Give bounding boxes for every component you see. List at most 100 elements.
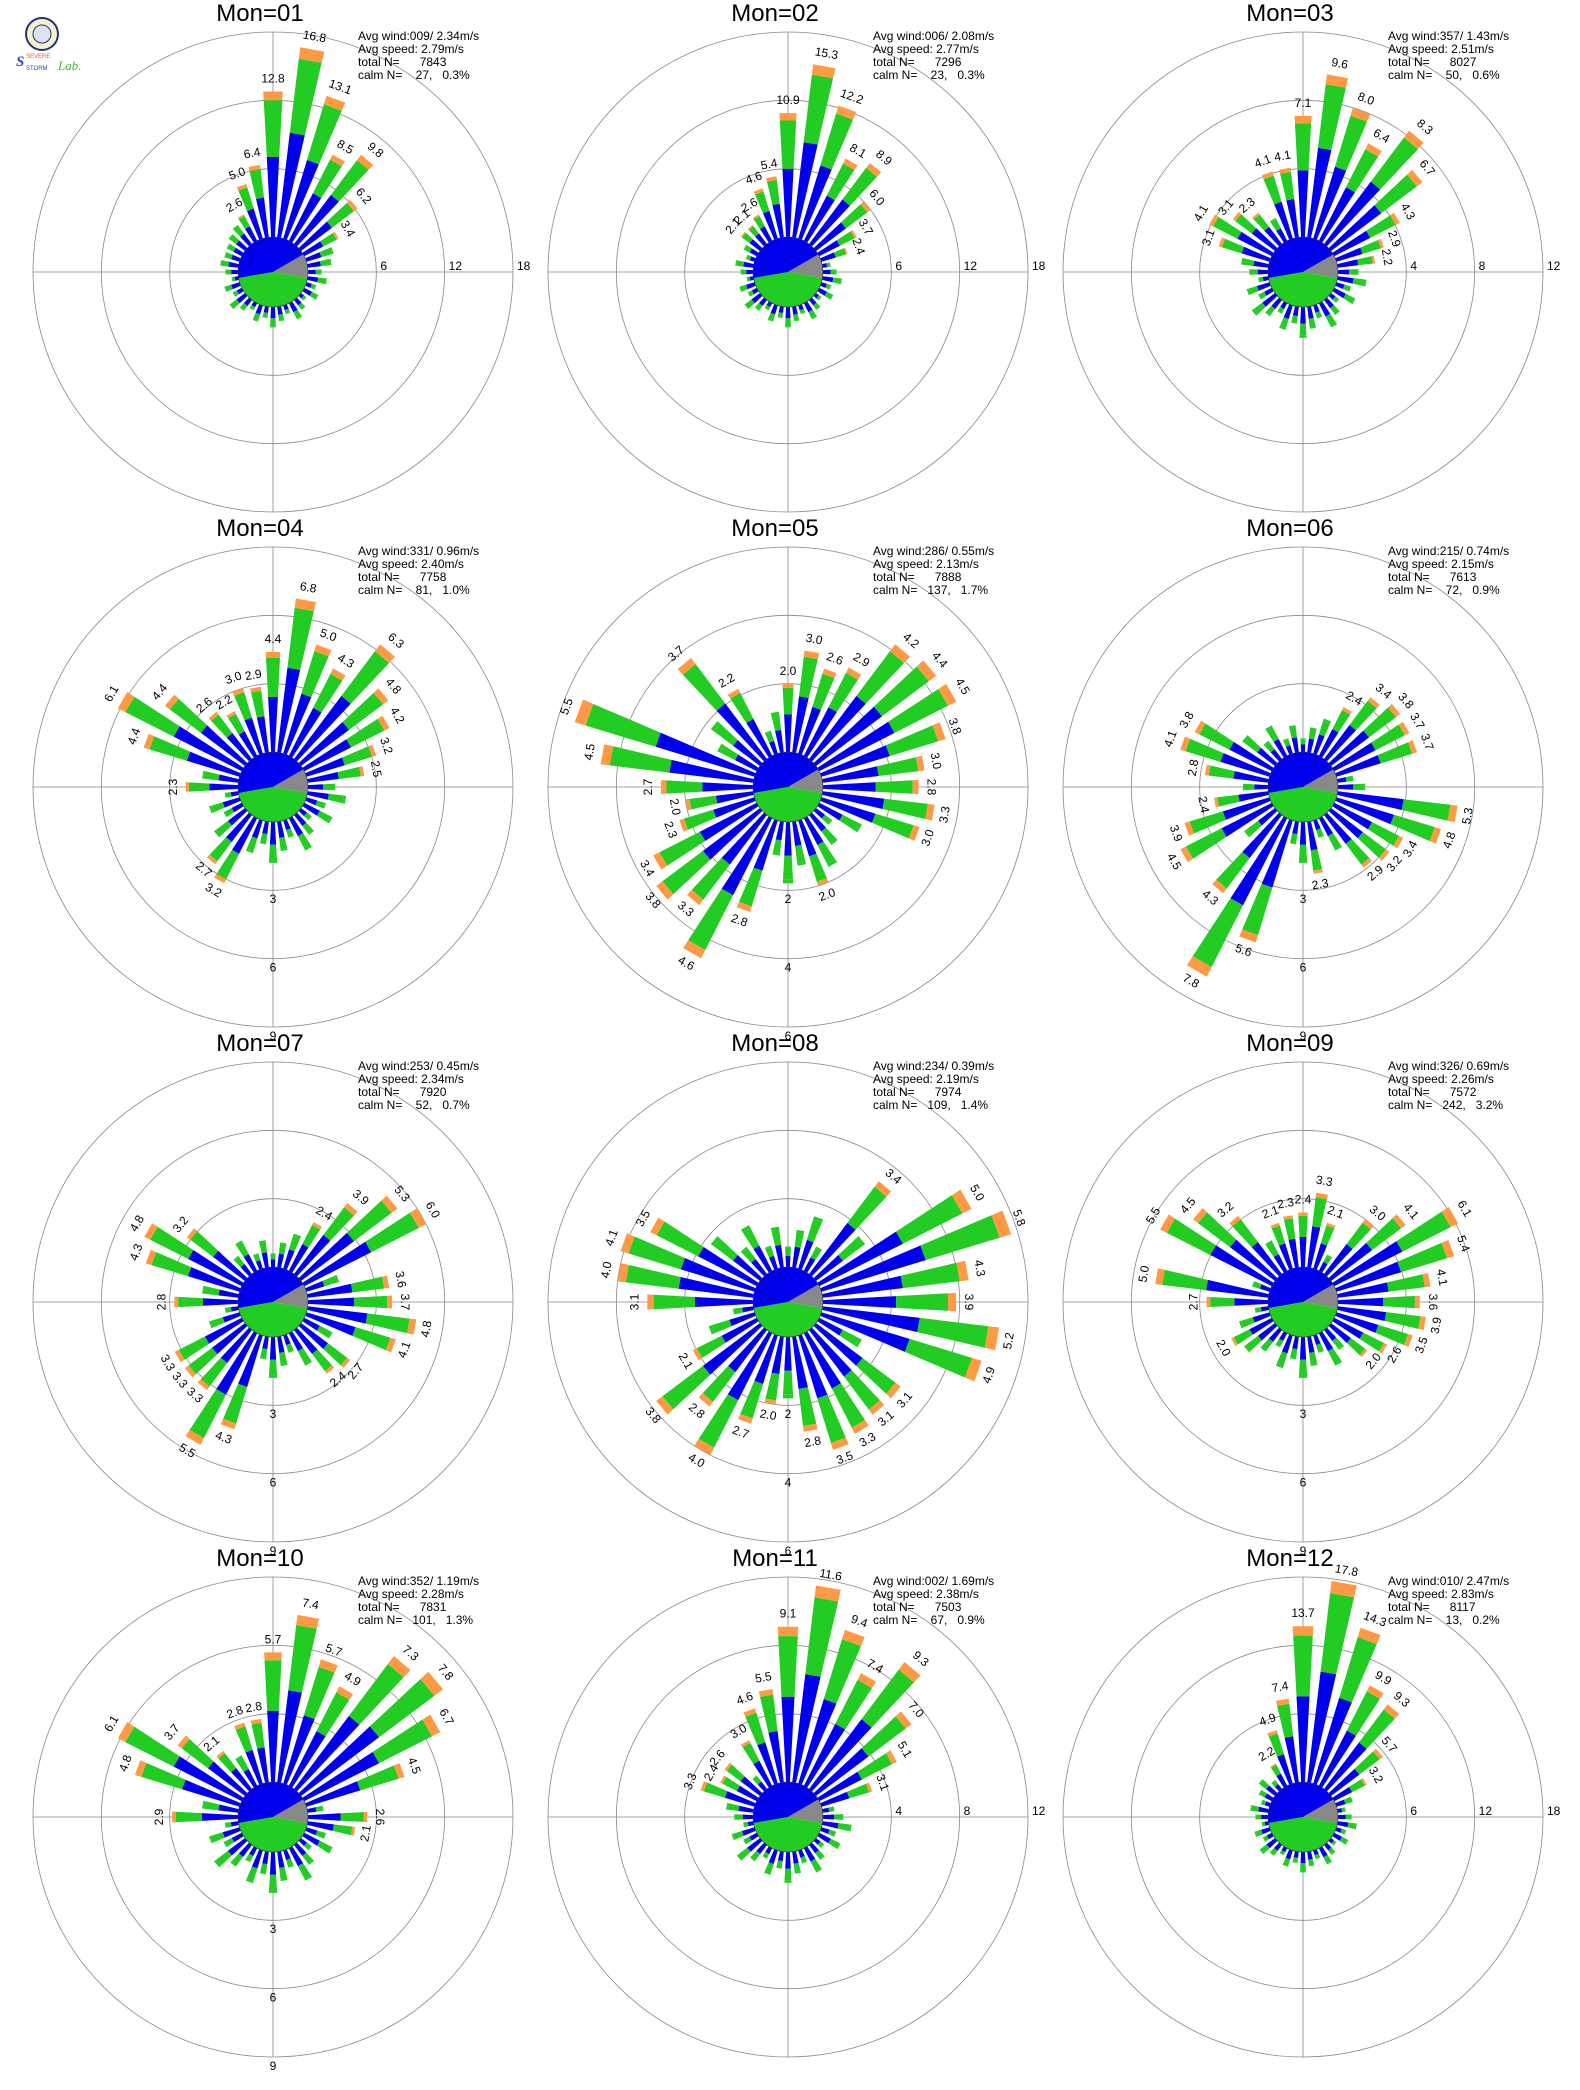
- petal: [302, 1317, 333, 1339]
- petal-segment-mid: [842, 167, 877, 206]
- petal-segment-low: [1249, 1317, 1274, 1335]
- petal-segment-mid: [307, 104, 342, 165]
- petal-segment-high: [1184, 821, 1194, 836]
- petal: [792, 1851, 801, 1874]
- petal-segment-low: [1300, 1851, 1306, 1864]
- petal-segment-low: [1318, 1261, 1328, 1273]
- petal-segment-low: [249, 1846, 258, 1856]
- petal-segment-mid: [1300, 739, 1306, 745]
- petal-segment-mid: [224, 1837, 235, 1847]
- petal-segment-high: [382, 1275, 390, 1289]
- center-sector-low: [237, 751, 304, 794]
- petal-segment-low: [747, 1838, 763, 1852]
- petal: [813, 1236, 866, 1281]
- petal-segment-mid: [815, 1850, 824, 1860]
- petal: [710, 1236, 763, 1281]
- petal: [1258, 1779, 1278, 1796]
- petal-segment-high: [1318, 1349, 1324, 1353]
- petal-segment-low: [784, 1336, 792, 1371]
- petal: [305, 1312, 396, 1353]
- petal-segment-mid: [269, 844, 277, 861]
- petal: [1313, 1334, 1324, 1353]
- petal-segment-mid: [813, 302, 820, 310]
- petal-segment-mid: [1308, 728, 1317, 740]
- petal-segment-mid: [1343, 284, 1351, 292]
- petal-segment-mid: [702, 1366, 736, 1402]
- petal-segment-high: [964, 1357, 982, 1382]
- petal-value-label: 2.1: [201, 1733, 223, 1755]
- petal: [277, 821, 288, 852]
- petal: [822, 1806, 835, 1813]
- petal-segment-high: [324, 1365, 335, 1374]
- petal: [740, 269, 754, 275]
- petal-segment-mid: [1266, 1242, 1279, 1257]
- petal-segment-high: [340, 1357, 351, 1368]
- petal-segment-high: [329, 247, 334, 254]
- petal-segment-high: [784, 1880, 792, 1883]
- petal-segment-high: [912, 779, 919, 795]
- petal-value-label: 4.3: [127, 1242, 146, 1263]
- petal: [1194, 720, 1274, 772]
- petal: [1332, 1778, 1367, 1802]
- petal: [270, 306, 276, 328]
- petal-segment-high: [1429, 827, 1442, 844]
- petal: [1324, 1219, 1374, 1277]
- petal-segment-high: [174, 1296, 179, 1308]
- petal-segment-low: [256, 716, 269, 753]
- petal-segment-low: [809, 297, 817, 306]
- petal-segment-low: [1337, 1297, 1383, 1307]
- petal-segment-high: [710, 721, 721, 732]
- petal: [1263, 740, 1282, 762]
- petal-segment-high: [329, 258, 332, 266]
- petal-segment-mid: [342, 746, 372, 766]
- petal-segment-low: [809, 1842, 819, 1854]
- petal-segment-low: [200, 725, 248, 766]
- petal: [134, 1760, 241, 1807]
- petal-value-label: 2.1: [1325, 1203, 1346, 1222]
- petal-value-label: 2.3: [166, 778, 180, 795]
- petal: [1269, 217, 1288, 243]
- ring-label: 6: [270, 1475, 277, 1489]
- petal-segment-mid: [740, 284, 748, 292]
- petal: [1318, 707, 1352, 758]
- petal-value-label: 3.7: [1418, 732, 1437, 753]
- petal: [750, 1842, 767, 1862]
- petal-segment-low: [1332, 230, 1371, 257]
- petal: [228, 234, 248, 251]
- petal-segment-low: [1229, 741, 1274, 772]
- petal-segment-low: [1335, 797, 1394, 825]
- petal: [1313, 107, 1371, 240]
- petal-segment-mid: [332, 1824, 353, 1836]
- petal-segment-low: [1262, 293, 1278, 307]
- petal-segment-low: [820, 1312, 910, 1352]
- petal-segment-high: [1308, 1864, 1315, 1867]
- petal-value-label: 3.1: [1215, 196, 1237, 218]
- petal: [1307, 1192, 1328, 1268]
- petal-segment-low: [212, 1323, 248, 1355]
- petal: [265, 652, 281, 753]
- petal-value-label: 2.6: [373, 1809, 387, 1826]
- center-sector-mid: [238, 1817, 308, 1853]
- petal-segment-mid: [1346, 149, 1379, 193]
- petal-segment-low: [283, 160, 319, 240]
- petal: [307, 783, 336, 791]
- petal-segment-mid: [1256, 1814, 1262, 1820]
- petal-segment-high: [653, 852, 668, 870]
- petal-value-label: 2.7: [193, 859, 215, 881]
- petal-segment-mid: [1315, 311, 1322, 318]
- petal: [1313, 718, 1331, 755]
- petal-segment-high: [239, 306, 245, 311]
- petal-segment-high: [1418, 1316, 1426, 1331]
- petal-value-label: 4.8: [383, 675, 405, 697]
- windrose-panel: 2 4 6 2.0 3.0 2.6 2.9 4.2 4.4 4.5 3.8 3.0 2.8 3.3 3.0 2…: [515, 515, 1035, 1043]
- center-circle: [752, 751, 824, 823]
- petal-segment-low: [236, 240, 248, 251]
- petal-segment-low: [792, 1336, 808, 1389]
- petal: [1318, 1254, 1333, 1273]
- petal-segment-low: [822, 276, 834, 283]
- petal-segment-mid: [178, 1296, 203, 1308]
- petal-segment-mid: [1166, 1218, 1216, 1255]
- petal: [259, 1336, 269, 1360]
- petal-segment-low: [277, 1851, 285, 1868]
- petal-segment-low: [1230, 816, 1288, 906]
